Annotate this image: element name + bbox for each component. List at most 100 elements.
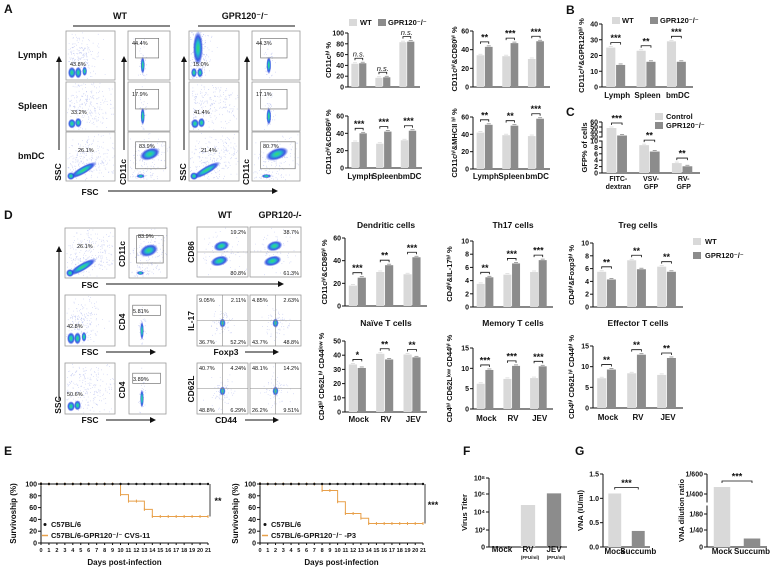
- bar-ko: [510, 43, 519, 87]
- significance-bracket: [352, 359, 363, 362]
- bar-ko: [512, 263, 521, 307]
- event-dots: [130, 133, 170, 180]
- x-tick-label: Spleen: [498, 172, 524, 181]
- y-tick-label: 2: [594, 164, 598, 171]
- significance-label: ***: [531, 104, 542, 114]
- x-tick-label: 18: [397, 548, 403, 554]
- gate-percentage: 4.24%: [230, 366, 246, 372]
- il17-plot-wt: [196, 294, 249, 347]
- significance-bracket: [354, 127, 364, 131]
- y-tick-label: 1.5: [589, 472, 599, 479]
- x-tick-label: Succumb: [734, 547, 770, 556]
- significance-label: **: [633, 340, 641, 350]
- y-tick-label: 20: [590, 53, 598, 60]
- gate: [260, 37, 288, 59]
- significance-label: ***: [531, 27, 542, 37]
- y-tick-label: 0: [481, 545, 485, 552]
- bar-ko: [484, 124, 493, 169]
- significance-label: **: [643, 36, 651, 46]
- survival-marker: [151, 482, 154, 486]
- legend-label: C57BL/6: [51, 520, 81, 529]
- x-tick-label: Mock: [605, 547, 626, 556]
- significance-bracket: [671, 35, 682, 39]
- significance-label: ***: [732, 472, 743, 482]
- y-tick-label: 20: [336, 74, 344, 81]
- dense-population: [265, 147, 289, 161]
- bar-wt: [376, 272, 385, 306]
- y-axis-label: CD11cʰⁱ&GPR120ʰⁱ %: [577, 18, 586, 93]
- plot-frame: [128, 294, 167, 347]
- bar-wt: [348, 364, 358, 412]
- x-tick-label: 19: [189, 548, 195, 554]
- gate-percentage: 52.2%: [230, 340, 246, 346]
- ssc-fsc-plot-wt: [65, 131, 116, 182]
- panel-label-b: B: [566, 3, 575, 17]
- bar: [608, 493, 622, 547]
- legend-swatch: [378, 19, 386, 26]
- x-tick-label: 2: [55, 548, 58, 554]
- gate: [135, 37, 160, 59]
- bar-wt: [476, 132, 485, 169]
- bar-ko: [357, 277, 366, 306]
- significance-label: *: [356, 350, 360, 360]
- event-dots: [66, 363, 115, 414]
- y-tick-label: 60: [336, 114, 344, 121]
- gate-percentage: 50.6%: [67, 392, 83, 398]
- y-tick-label: 0: [465, 167, 469, 174]
- plot-frame: [127, 81, 171, 132]
- bar-wt: [403, 274, 412, 306]
- chart-title: Treg cells: [618, 220, 657, 230]
- gate-percentage: 36.7%: [199, 340, 215, 346]
- survival-marker: [289, 482, 293, 486]
- bar-ko: [359, 63, 367, 87]
- significance-label: **: [603, 257, 611, 267]
- dense-population: [74, 332, 81, 345]
- significance-bracket: [601, 364, 612, 367]
- dense-population: [74, 400, 81, 411]
- gate-percentage: 2.11%: [231, 298, 246, 304]
- dense-population: [139, 243, 158, 258]
- x-tick-label: 17: [173, 548, 179, 554]
- survival-marker: [79, 482, 82, 486]
- gate-percentage: 83.9%: [138, 234, 154, 240]
- gate-percentage: 61.3%: [283, 271, 299, 277]
- x-tick-label: 15: [373, 548, 379, 554]
- axis-label-cd62l: CD62L: [186, 376, 196, 403]
- axis-label-fsc: FSC: [82, 415, 99, 425]
- significance-label: ***: [354, 119, 365, 129]
- significance-label: ***: [407, 243, 418, 253]
- dense-population: [263, 255, 282, 267]
- significance-bracket: [378, 71, 388, 75]
- y-tick-label: 6: [594, 151, 598, 158]
- y-tick-label: 50: [333, 339, 341, 346]
- bar-chart-D-treg: 0 2 4 6 8 10 CD4ʰⁱ&Foxp3ʰⁱ % Treg cells ** ** **: [567, 220, 683, 312]
- y-tick-label: 1.0: [589, 496, 599, 503]
- y-tick-label: 10⁴: [474, 510, 486, 517]
- survival-marker: [87, 482, 90, 486]
- bar-wt: [502, 56, 510, 87]
- x-tick-label: 1: [266, 548, 269, 554]
- dense-population: [140, 56, 145, 75]
- axis-break: [703, 502, 769, 506]
- significance-label: **: [381, 339, 389, 349]
- survival-marker: [382, 482, 386, 486]
- y-tick-label: 8: [585, 253, 589, 260]
- axis-label-cd44: CD44: [215, 415, 237, 425]
- x-tick-label: 20: [197, 548, 203, 554]
- legend-swatch: [349, 19, 357, 26]
- y-tick-label: 20: [461, 149, 469, 156]
- dense-population: [66, 269, 74, 277]
- significance-bracket: [631, 254, 642, 258]
- significance-bracket: [402, 36, 412, 39]
- legend-marker: [263, 523, 267, 526]
- legend-swatch: [693, 252, 701, 259]
- dense-population: [191, 67, 197, 78]
- significance-label: ***: [428, 500, 439, 510]
- group-header-ko: GPR120-/-: [258, 210, 301, 220]
- x-axis-label: Days post-infection: [304, 558, 378, 567]
- survival-marker: [421, 482, 425, 486]
- survival-marker: [127, 482, 130, 486]
- bar-ko: [407, 41, 415, 87]
- y-axis-label: CD4ʰⁱ CD62Lˡᵒʷ CD44ʰⁱ %: [445, 334, 454, 422]
